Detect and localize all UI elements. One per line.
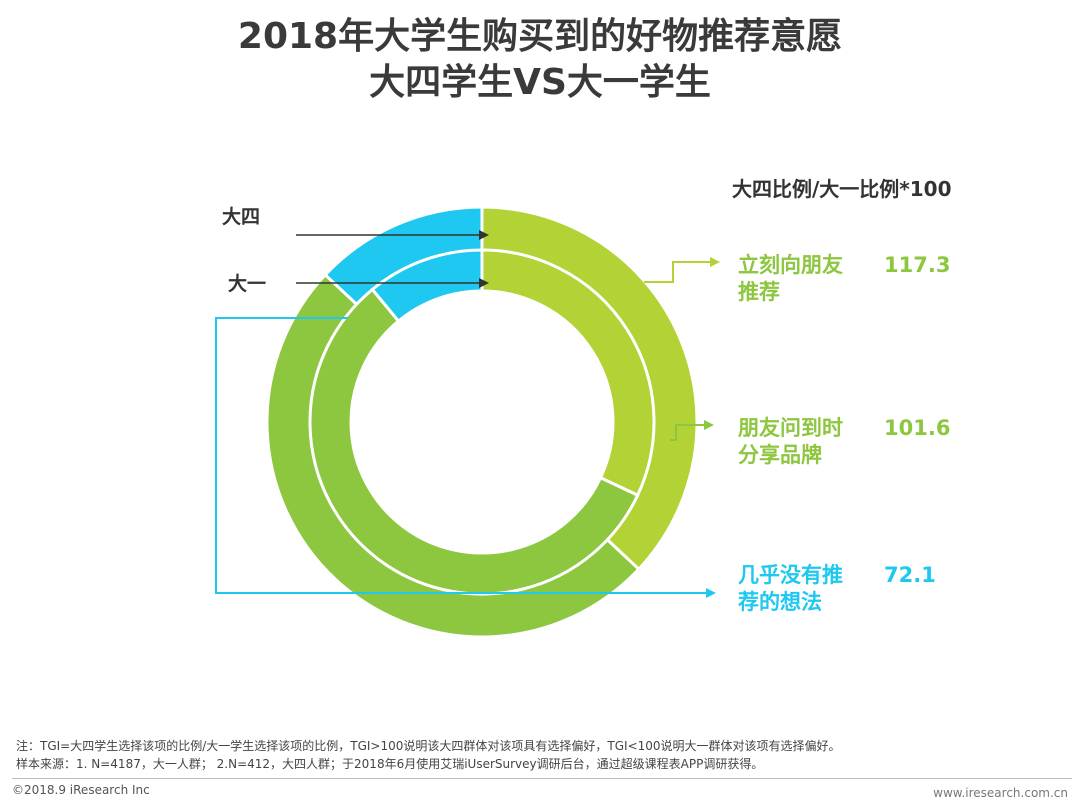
category-label-none-line1: 几乎没有推 [738, 563, 843, 587]
arrow-senior [296, 230, 489, 240]
leader-line-recommend [644, 257, 720, 283]
footer-divider [12, 778, 1072, 779]
category-label-recommend-line1: 立刻向朋友 [738, 253, 843, 277]
leader-line-none [215, 317, 716, 598]
tgi-value-share: 101.6 [884, 416, 950, 440]
chart-title-line2: 大四学生VS大一学生 [369, 62, 711, 103]
copyright-text: ©2018.9 iResearch Inc [12, 783, 150, 797]
ring-label-freshman: 大一 [228, 272, 266, 295]
leader-line-share [670, 420, 714, 441]
category-label-share-line1: 朋友问到时 [738, 416, 843, 440]
website-url: www.iresearch.com.cn [933, 786, 1068, 800]
chart-title-line1: 2018年大学生购买到的好物推荐意愿 [237, 16, 843, 57]
footnote-sample-source: 样本来源：1. N=4187，大一人群； 2.N=412，大四人群；于2018年… [16, 757, 764, 771]
category-label-none-line2: 荐的想法 [737, 590, 822, 614]
tgi-value-none: 72.1 [884, 563, 936, 587]
ring-label-senior: 大四 [222, 205, 260, 228]
donut-segment-inner-none [370, 248, 484, 324]
ratio-header: 大四比例/大一比例*100 [732, 177, 952, 201]
tgi-value-recommend: 117.3 [884, 253, 950, 277]
category-label-recommend-line2: 推荐 [738, 280, 780, 304]
donut-chart: 大四比例/大一比例*100 大四 大一 立刻向朋友 推荐 117.3 朋友问到时… [215, 177, 952, 639]
category-label-share-line2: 分享品牌 [738, 443, 822, 467]
arrow-freshman [296, 278, 489, 288]
inner-ring-freshman [308, 248, 656, 596]
footnote-definition: 注：TGI=大四学生选择该项的比例/大一学生选择该项的比例，TGI>100说明该… [16, 739, 841, 753]
